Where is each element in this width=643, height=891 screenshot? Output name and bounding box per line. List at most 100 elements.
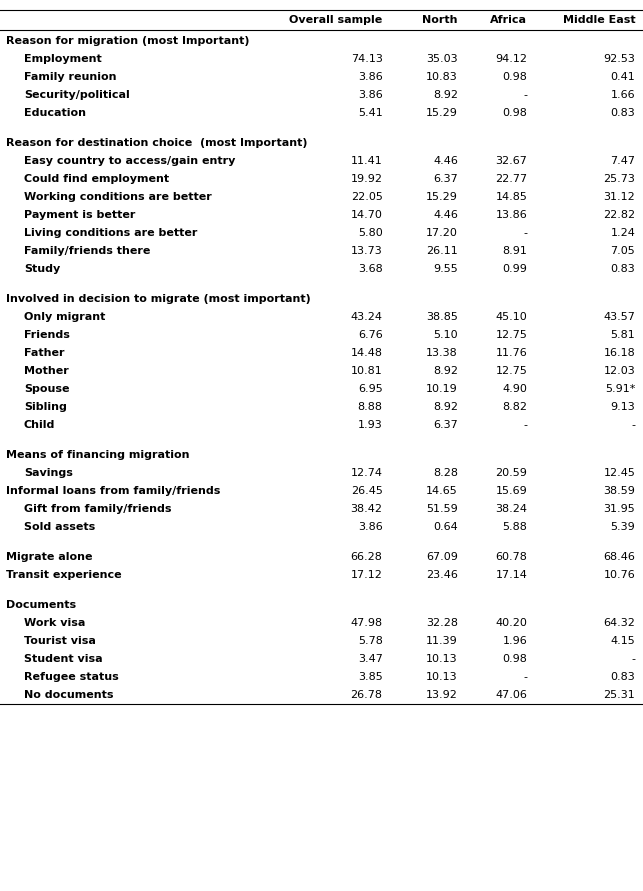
- Text: 22.77: 22.77: [495, 174, 527, 184]
- Text: 9.55: 9.55: [433, 264, 458, 274]
- Text: 8.88: 8.88: [358, 402, 383, 412]
- Text: 5.10: 5.10: [433, 330, 458, 339]
- Text: Child: Child: [24, 420, 55, 429]
- Text: 17.12: 17.12: [350, 570, 383, 580]
- Text: 0.83: 0.83: [611, 264, 635, 274]
- Text: 60.78: 60.78: [495, 552, 527, 562]
- Text: 4.46: 4.46: [433, 209, 458, 220]
- Text: 20.59: 20.59: [495, 468, 527, 478]
- Text: 6.76: 6.76: [358, 330, 383, 339]
- Text: Security/political: Security/political: [24, 90, 130, 100]
- Text: 14.48: 14.48: [350, 347, 383, 358]
- Text: 35.03: 35.03: [426, 53, 458, 64]
- Text: 43.57: 43.57: [603, 312, 635, 322]
- Text: 9.13: 9.13: [611, 402, 635, 412]
- Text: Migrate alone: Migrate alone: [6, 552, 93, 562]
- Text: 4.15: 4.15: [611, 636, 635, 646]
- Text: 38.85: 38.85: [426, 312, 458, 322]
- Text: 12.75: 12.75: [495, 366, 527, 376]
- Text: 13.73: 13.73: [351, 246, 383, 256]
- Text: 17.14: 17.14: [495, 570, 527, 580]
- Text: Payment is better: Payment is better: [24, 209, 136, 220]
- Text: Easy country to access/gain entry: Easy country to access/gain entry: [24, 156, 235, 166]
- Text: Informal loans from family/friends: Informal loans from family/friends: [6, 486, 221, 495]
- Text: Living conditions are better: Living conditions are better: [24, 228, 197, 238]
- Text: 68.46: 68.46: [603, 552, 635, 562]
- Text: 1.96: 1.96: [503, 636, 527, 646]
- Text: 26.11: 26.11: [426, 246, 458, 256]
- Text: 19.92: 19.92: [350, 174, 383, 184]
- Text: 12.74: 12.74: [350, 468, 383, 478]
- Text: 0.99: 0.99: [502, 264, 527, 274]
- Text: 22.05: 22.05: [350, 192, 383, 201]
- Text: 16.18: 16.18: [604, 347, 635, 358]
- Text: Could find employment: Could find employment: [24, 174, 169, 184]
- Text: 38.59: 38.59: [603, 486, 635, 495]
- Text: 4.90: 4.90: [502, 384, 527, 394]
- Text: Africa: Africa: [490, 15, 527, 25]
- Text: 6.37: 6.37: [433, 174, 458, 184]
- Text: 0.41: 0.41: [611, 72, 635, 82]
- Text: 6.37: 6.37: [433, 420, 458, 429]
- Text: 14.65: 14.65: [426, 486, 458, 495]
- Text: 8.82: 8.82: [502, 402, 527, 412]
- Text: 3.86: 3.86: [358, 72, 383, 82]
- Text: 31.12: 31.12: [604, 192, 635, 201]
- Text: Reason for destination choice  (most Important): Reason for destination choice (most Impo…: [6, 138, 307, 148]
- Text: Employment: Employment: [24, 53, 102, 64]
- Text: 66.28: 66.28: [350, 552, 383, 562]
- Text: 31.95: 31.95: [604, 503, 635, 514]
- Text: Documents: Documents: [6, 600, 76, 609]
- Text: 25.31: 25.31: [604, 690, 635, 699]
- Text: Work visa: Work visa: [24, 617, 86, 628]
- Text: 15.29: 15.29: [426, 192, 458, 201]
- Text: 3.47: 3.47: [358, 654, 383, 664]
- Text: 43.24: 43.24: [350, 312, 383, 322]
- Text: 1.24: 1.24: [610, 228, 635, 238]
- Text: Family/friends there: Family/friends there: [24, 246, 150, 256]
- Text: 0.98: 0.98: [502, 654, 527, 664]
- Text: Sibling: Sibling: [24, 402, 67, 412]
- Text: 8.28: 8.28: [433, 468, 458, 478]
- Text: 11.39: 11.39: [426, 636, 458, 646]
- Text: 51.59: 51.59: [426, 503, 458, 514]
- Text: North: North: [422, 15, 458, 25]
- Text: 10.81: 10.81: [351, 366, 383, 376]
- Text: Only migrant: Only migrant: [24, 312, 105, 322]
- Text: -: -: [523, 672, 527, 682]
- Text: 10.83: 10.83: [426, 72, 458, 82]
- Text: 0.98: 0.98: [502, 108, 527, 118]
- Text: Involved in decision to migrate (most important): Involved in decision to migrate (most im…: [6, 294, 311, 304]
- Text: Savings: Savings: [24, 468, 73, 478]
- Text: 8.92: 8.92: [433, 402, 458, 412]
- Text: Gift from family/friends: Gift from family/friends: [24, 503, 172, 514]
- Text: Study: Study: [24, 264, 60, 274]
- Text: 7.05: 7.05: [611, 246, 635, 256]
- Text: 47.98: 47.98: [350, 617, 383, 628]
- Text: 10.76: 10.76: [604, 570, 635, 580]
- Text: Working conditions are better: Working conditions are better: [24, 192, 212, 201]
- Text: 0.98: 0.98: [502, 72, 527, 82]
- Text: 25.73: 25.73: [603, 174, 635, 184]
- Text: 47.06: 47.06: [495, 690, 527, 699]
- Text: 11.41: 11.41: [351, 156, 383, 166]
- Text: 13.92: 13.92: [426, 690, 458, 699]
- Text: 3.85: 3.85: [358, 672, 383, 682]
- Text: Friends: Friends: [24, 330, 70, 339]
- Text: -: -: [523, 228, 527, 238]
- Text: Education: Education: [24, 108, 86, 118]
- Text: 8.92: 8.92: [433, 366, 458, 376]
- Text: 0.83: 0.83: [611, 108, 635, 118]
- Text: 5.80: 5.80: [358, 228, 383, 238]
- Text: Means of financing migration: Means of financing migration: [6, 450, 190, 460]
- Text: 0.83: 0.83: [611, 672, 635, 682]
- Text: 38.42: 38.42: [350, 503, 383, 514]
- Text: 5.39: 5.39: [611, 522, 635, 532]
- Text: 7.47: 7.47: [610, 156, 635, 166]
- Text: 5.91*: 5.91*: [605, 384, 635, 394]
- Text: 5.88: 5.88: [502, 522, 527, 532]
- Text: 3.86: 3.86: [358, 522, 383, 532]
- Text: 13.86: 13.86: [496, 209, 527, 220]
- Text: 3.86: 3.86: [358, 90, 383, 100]
- Text: 23.46: 23.46: [426, 570, 458, 580]
